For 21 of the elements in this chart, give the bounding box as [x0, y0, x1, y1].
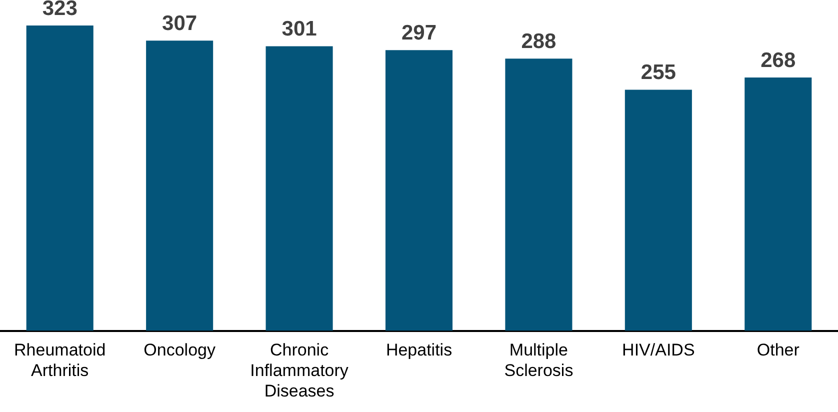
data-label: 301: [282, 18, 318, 41]
x-tick-label: Multiple Sclerosis: [504, 340, 574, 380]
data-label: 255: [640, 61, 676, 84]
x-tick-label: Rheumatoid Arthritis: [14, 340, 106, 380]
bar: [266, 46, 333, 331]
x-tick-label: Oncology: [144, 340, 216, 360]
data-label: 297: [401, 21, 437, 44]
data-label: 323: [42, 0, 78, 20]
x-tick-label: HIV/AIDS: [622, 340, 695, 360]
bar: [146, 40, 214, 331]
data-label: 288: [521, 30, 557, 53]
bar: [385, 50, 453, 331]
x-tick-label: Hepatitis: [386, 340, 452, 360]
x-tick-label: Chronic Inflammatory Diseases: [250, 340, 349, 400]
bar: [744, 78, 812, 331]
x-tick-label: Other: [756, 340, 800, 360]
data-label: 307: [162, 12, 198, 35]
bar: [26, 26, 94, 331]
bar: [505, 58, 572, 331]
data-label: 268: [760, 48, 796, 72]
bar: [624, 90, 692, 331]
